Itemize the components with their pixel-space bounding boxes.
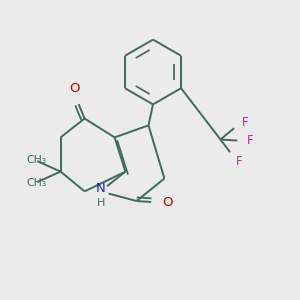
Text: O: O xyxy=(162,196,172,209)
Text: CH₃: CH₃ xyxy=(26,178,47,188)
Text: H: H xyxy=(97,198,105,208)
Text: O: O xyxy=(70,82,80,95)
Text: F: F xyxy=(236,154,243,168)
Text: N: N xyxy=(96,182,105,196)
Text: F: F xyxy=(242,116,248,129)
Text: F: F xyxy=(247,134,254,148)
Text: CH₃: CH₃ xyxy=(26,155,47,165)
